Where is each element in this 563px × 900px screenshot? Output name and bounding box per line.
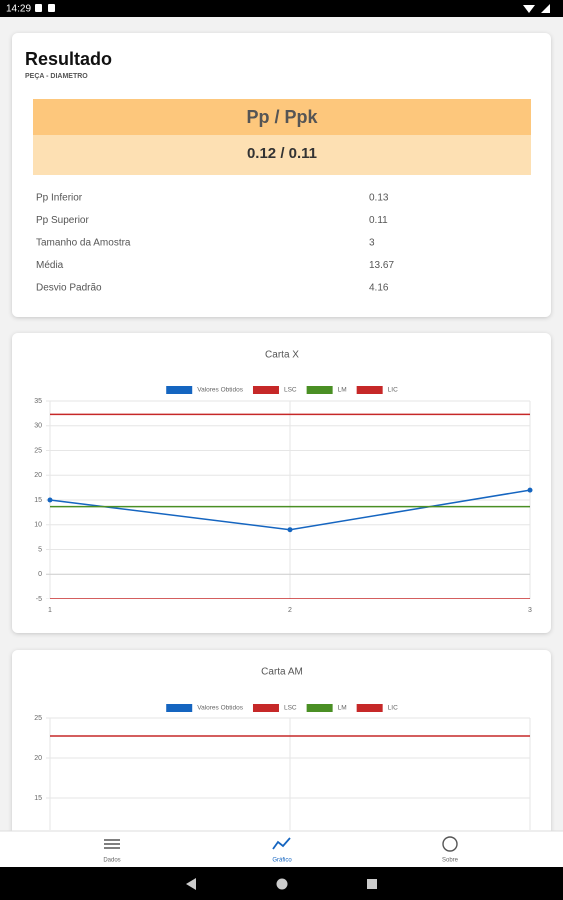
chart-title: Carta X: [265, 350, 299, 361]
row-value: 3: [369, 238, 375, 249]
nav-label: Gráfico: [272, 858, 292, 864]
y-tick-label: 0: [38, 571, 42, 578]
row-label: Tamanho da Amostra: [36, 238, 131, 249]
nav-label: Sobre: [442, 858, 459, 864]
row-value: 0.13: [369, 193, 389, 204]
nav-label: Dados: [103, 858, 120, 864]
row-label: Desvio Padrão: [36, 283, 102, 294]
legend-swatch: [252, 704, 279, 712]
home-button[interactable]: [276, 878, 288, 890]
y-tick-label: 25: [34, 447, 42, 454]
chart-title: Carta AM: [261, 667, 303, 678]
row-value: 13.67: [369, 260, 394, 271]
legend: Valores Obtidos LSC LM LIC: [166, 704, 398, 712]
legend-label: Valores Obtidos: [197, 705, 244, 712]
back-button[interactable]: [186, 878, 196, 890]
status-icon: [48, 4, 55, 12]
legend-label: LSC: [284, 705, 297, 712]
plot: [46, 717, 531, 830]
legend-label: Valores Obtidos: [197, 387, 244, 394]
banner-header: [33, 99, 531, 135]
result-title: Resultado: [25, 49, 112, 69]
y-tick-label: 15: [34, 795, 42, 802]
nav-item[interactable]: Gráfico: [272, 837, 292, 864]
status-bar: [0, 0, 563, 17]
result-subtitle: PEÇA - DIAMETRO: [25, 73, 88, 80]
y-tick-label: 20: [34, 472, 42, 479]
row-value: 4.16: [369, 283, 389, 294]
row-value: 0.11: [369, 215, 388, 226]
row-label: Média: [36, 260, 64, 271]
data-point: [287, 527, 293, 533]
chart-card: [12, 650, 551, 870]
banner-label: Pp / Ppk: [246, 107, 318, 127]
chart-icon: [272, 837, 291, 850]
y-tick-label: -5: [36, 596, 42, 603]
y-tick-label: 25: [34, 715, 42, 722]
legend-swatch: [166, 386, 193, 394]
wifi-icon: [523, 5, 535, 13]
legend-label: LIC: [388, 387, 398, 394]
nav-item[interactable]: Sobre: [442, 836, 459, 864]
legend-label: LM: [338, 387, 347, 394]
legend-swatch: [306, 386, 333, 394]
y-tick-label: 5: [38, 546, 42, 553]
signal-icon: [541, 4, 550, 13]
legend-label: LSC: [284, 387, 297, 394]
banner-value-bg: [33, 135, 531, 175]
y-tick-label: 20: [34, 755, 42, 762]
status-icon: [35, 4, 42, 12]
legend-swatch: [166, 704, 193, 712]
y-tick-label: 30: [34, 423, 42, 430]
recents-button[interactable]: [367, 879, 377, 889]
legend-label: LM: [338, 705, 347, 712]
data-point: [527, 487, 533, 493]
banner-value: 0.12 / 0.11: [247, 145, 317, 162]
chart-card: [12, 333, 551, 633]
row-label: Pp Inferior: [36, 193, 83, 204]
y-tick-label: 15: [34, 497, 42, 504]
plot: [46, 400, 533, 599]
legend-swatch: [306, 704, 333, 712]
row-label: Pp Superior: [36, 215, 89, 226]
legend-swatch: [356, 386, 383, 394]
y-tick-label: 35: [34, 398, 42, 405]
x-tick-label: 3: [528, 607, 532, 614]
x-tick-label: 1: [48, 607, 52, 614]
nav-item[interactable]: Dados: [103, 839, 121, 864]
data-point: [47, 497, 53, 503]
legend-swatch: [252, 386, 279, 394]
legend: Valores Obtidos LSC LM LIC: [166, 386, 398, 394]
bottom-nav: [0, 831, 563, 867]
x-tick-label: 2: [288, 607, 292, 614]
legend-swatch: [356, 704, 383, 712]
list-icon: [104, 839, 120, 849]
legend-label: LIC: [388, 705, 398, 712]
status-time: 14:29: [6, 4, 31, 15]
y-tick-label: 10: [34, 522, 42, 529]
info-icon: [442, 836, 458, 852]
